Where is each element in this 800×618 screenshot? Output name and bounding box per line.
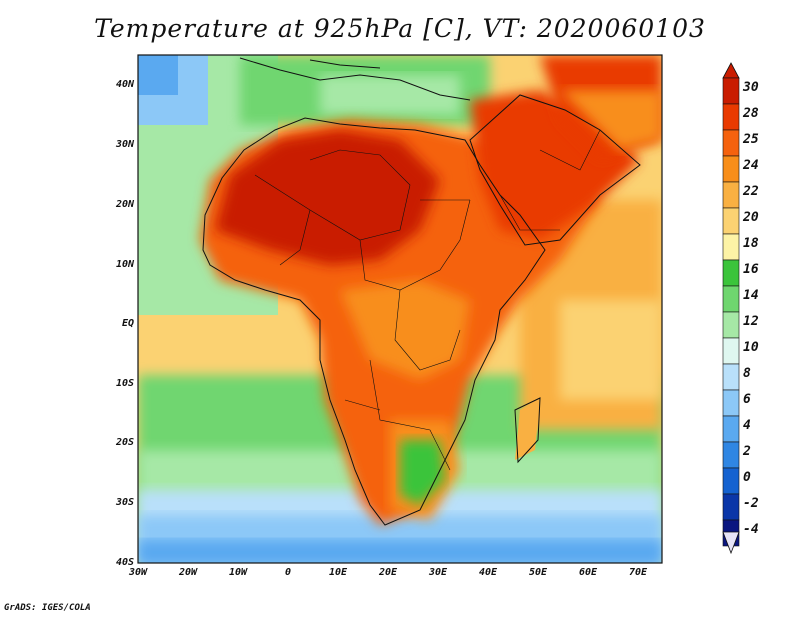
colorbar-label-25: 25 (743, 132, 759, 147)
colorbar-swatch (722, 207, 740, 235)
lon-label-10e: 10E (328, 567, 348, 578)
temperature-field (138, 55, 662, 563)
map-title: Temperature at 925hPa [C], VT: 202006010… (94, 14, 706, 43)
lon-label-10w: 10W (228, 567, 248, 578)
colorbar-label-2: 2 (743, 444, 751, 459)
colorbar-label-18: 18 (743, 236, 759, 251)
lon-label-0: 0 (284, 567, 292, 578)
colorbar-swatch (722, 233, 740, 261)
lon-label-60e: 60E (578, 567, 598, 578)
lon-label-30w: 30W (128, 567, 148, 578)
colorbar-swatch (722, 337, 740, 365)
colorbar-label-20: 20 (743, 210, 759, 225)
colorbar-bottom-arrow (722, 531, 740, 555)
colorbar-label-0: 0 (743, 470, 751, 485)
lat-label-eq: EQ (121, 318, 134, 329)
colorbar-label-24: 24 (743, 158, 759, 173)
colorbar (722, 62, 740, 555)
colorbar-swatch (722, 363, 740, 391)
lon-label-30e: 30E (428, 567, 448, 578)
lat-label-10s: 10S (115, 378, 134, 389)
colorbar-top-arrow (722, 62, 740, 79)
lon-label-20w: 20W (178, 567, 198, 578)
colorbar-swatch (722, 285, 740, 313)
lon-label-50e: 50E (528, 567, 548, 578)
map-frame (137, 54, 663, 564)
colorbar-label-28: 28 (743, 106, 759, 121)
country-borders (254, 129, 601, 471)
lat-label-40n: 40N (115, 79, 134, 90)
colorbar-swatch (722, 129, 740, 157)
colorbar-swatch (722, 259, 740, 287)
lat-label-10n: 10N (115, 259, 134, 270)
colorbar-swatch (722, 181, 740, 209)
colorbar-label-4: 4 (743, 418, 751, 433)
colorbar-swatch (722, 103, 740, 131)
lat-label-20n: 20N (115, 199, 134, 210)
colorbar-label-8: 8 (743, 366, 751, 381)
colorbar-label-6: 6 (743, 392, 751, 407)
colorbar-swatch (722, 441, 740, 469)
colorbar-swatch (722, 493, 740, 521)
lon-label-40e: 40E (478, 567, 498, 578)
colorbar-swatch (722, 77, 740, 105)
colorbar-label-12: 12 (743, 314, 759, 329)
colorbar-label-30: 30 (743, 80, 759, 95)
colorbar-swatch (722, 155, 740, 183)
colorbar-label-22: 22 (743, 184, 759, 199)
colorbar-swatch (722, 415, 740, 443)
colorbar-label-16: 16 (743, 262, 759, 277)
lat-label-30s: 30S (115, 497, 134, 508)
colorbar-swatch (722, 467, 740, 495)
colorbar-label-10: 10 (743, 340, 759, 355)
lat-label-30n: 30N (115, 139, 134, 150)
coastlines (202, 57, 641, 526)
colorbar-label-minus4: -4 (743, 522, 759, 537)
lon-label-20e: 20E (378, 567, 398, 578)
grads-credit: GrADS: IGES/COLA (4, 603, 91, 613)
lat-label-40s: 40S (115, 557, 134, 568)
lat-label-20s: 20S (115, 437, 134, 448)
colorbar-swatch (722, 311, 740, 339)
lon-label-70e: 70E (628, 567, 648, 578)
colorbar-label-14: 14 (743, 288, 759, 303)
colorbar-swatch (722, 389, 740, 417)
colorbar-label-minus2: -2 (743, 496, 759, 511)
